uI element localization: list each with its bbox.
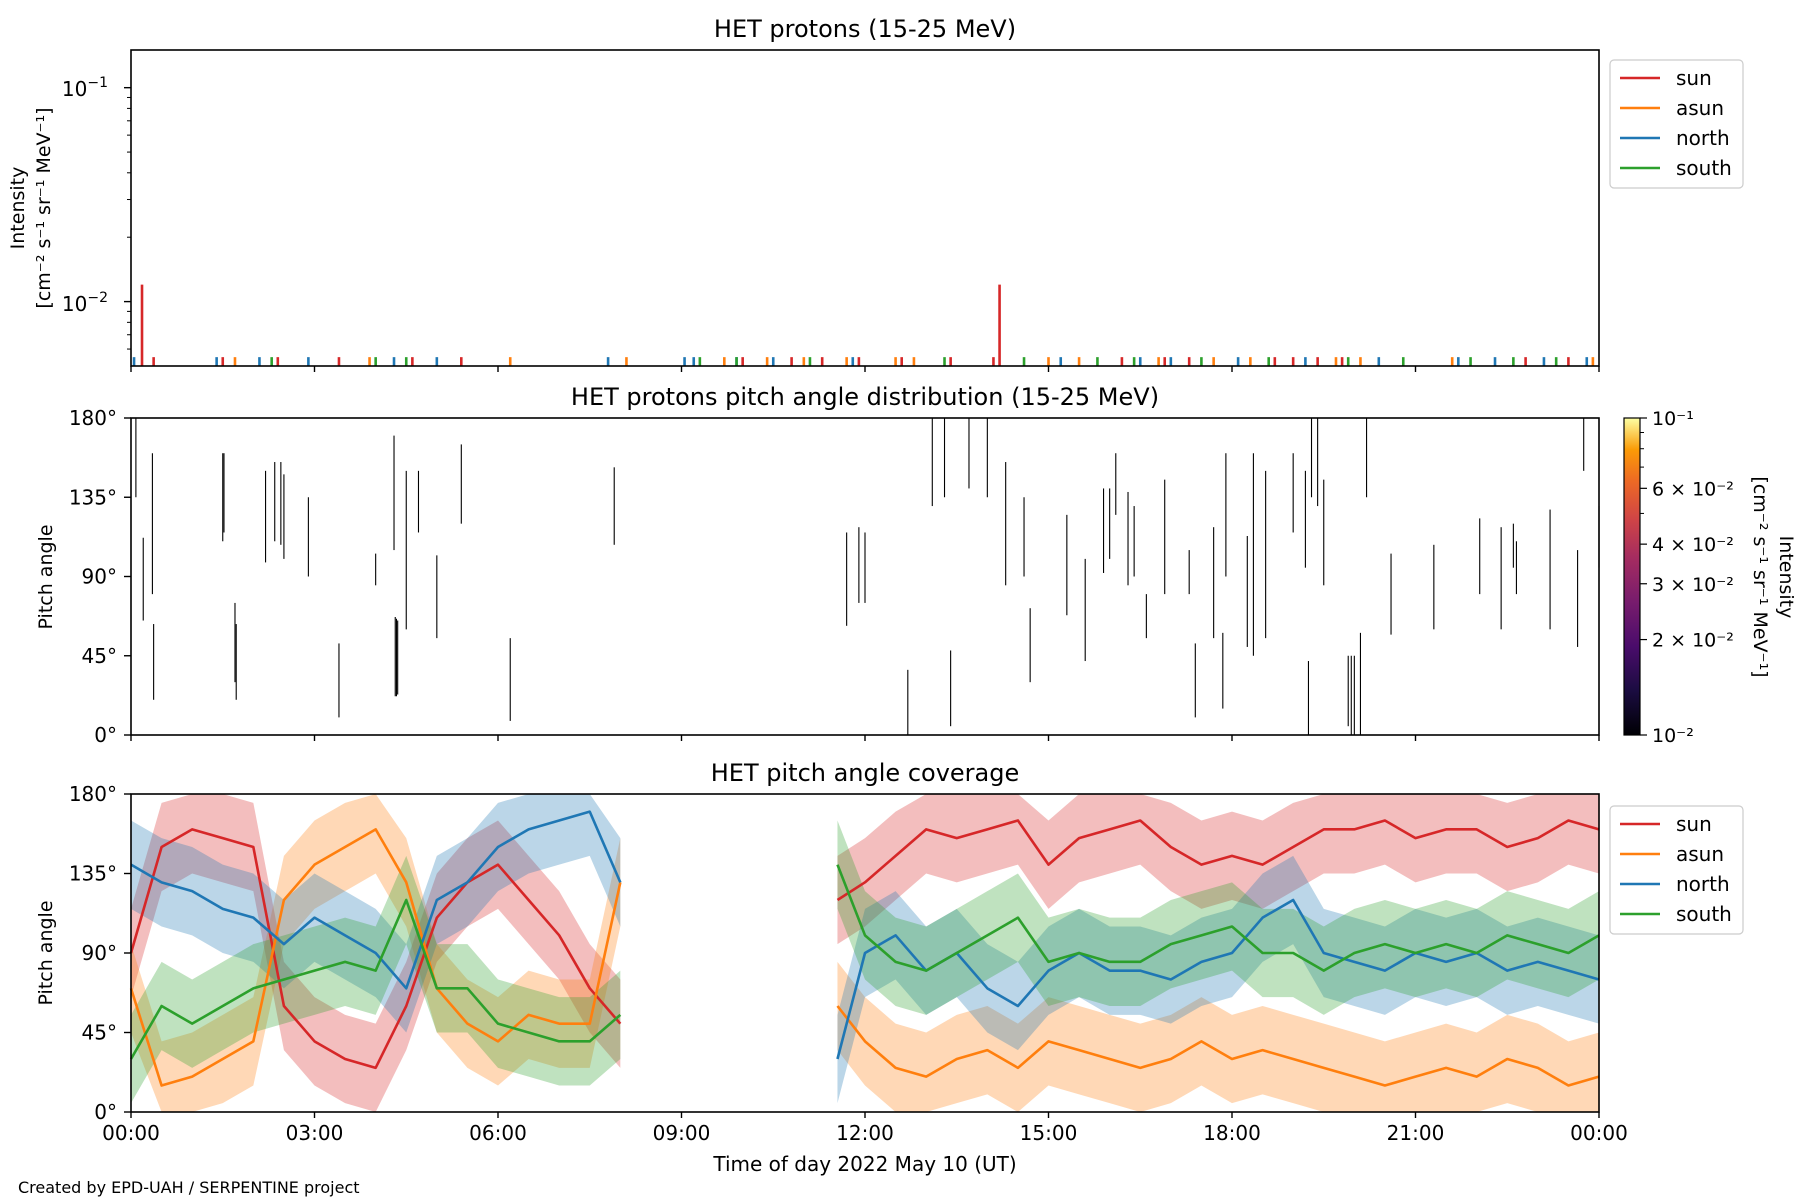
legend-label-sun: sun	[1676, 66, 1712, 90]
panel-coverage-ylabel: Pitch angle	[35, 900, 57, 1005]
panel-intensity-ylabel-units: [cm⁻² s⁻¹ sr⁻¹ MeV⁻¹]	[33, 107, 55, 308]
ytick-label: 135°	[69, 485, 117, 509]
band-asun	[131, 794, 621, 1112]
panel-intensity-legend: sun asun north south	[1609, 59, 1744, 189]
band-north	[837, 855, 1599, 1104]
legend-label-south: south	[1676, 156, 1732, 180]
colorbar-tick-label: 6 × 10⁻²	[1652, 478, 1734, 500]
colorbar-tick-label: 2 × 10⁻²	[1652, 630, 1734, 652]
xtick-label: 21:00	[1387, 1121, 1445, 1145]
panel-pad-plot-area	[135, 418, 1600, 735]
line-sun	[129, 828, 622, 1070]
colorbar-tick-label: 3 × 10⁻²	[1652, 574, 1734, 596]
panel-intensity: HET protons (15-25 MeV) 10−1 10−2 Intens…	[7, 15, 1744, 372]
panel-coverage: HET pitch angle coverage 0° 45° 90° 135° 180…	[35, 759, 1744, 1176]
ytick-label: 135°	[69, 862, 117, 886]
line-north	[836, 898, 1600, 1060]
panel-pad-yaxis: 0° 45° 90° 135° 180°	[69, 406, 131, 747]
panel-intensity-yaxis: 10−1 10−2 Intensity [cm⁻² s⁻¹ sr⁻¹ MeV⁻¹…	[7, 75, 131, 350]
ytick-label: 90°	[82, 565, 117, 589]
panel-intensity-title: HET protons (15-25 MeV)	[714, 15, 1016, 43]
legend-label-asun: asun	[1676, 842, 1724, 866]
ytick-label: 90°	[82, 941, 117, 965]
xaxis-label: Time of day 2022 May 10 (UT)	[712, 1152, 1016, 1176]
legend-items: sun asun north south	[1620, 66, 1732, 180]
colorbar-label: Intensity	[1775, 536, 1797, 619]
ytick-label: 0°	[94, 1100, 117, 1124]
panel-intensity-frame	[130, 49, 1600, 367]
legend-items: sun asun north south	[1620, 812, 1732, 926]
colorbar-units: [cm⁻² s⁻¹ sr⁻¹ MeV⁻¹]	[1749, 476, 1771, 677]
xtick-label: 00:00	[102, 1121, 160, 1145]
panel-pad-ylabel: Pitch angle	[35, 524, 57, 629]
xtick-label: 15:00	[1020, 1121, 1078, 1145]
line-north	[130, 810, 622, 990]
ytick-label-base: 10	[62, 292, 87, 316]
ytick-label: 180°	[69, 406, 117, 430]
panel-coverage-plot-area	[129, 794, 1600, 1112]
xtick-label: 03:00	[286, 1121, 344, 1145]
ytick-label: 10−2	[62, 290, 108, 316]
colorbar-tick-label: 10⁻¹	[1652, 408, 1694, 430]
line-asun	[836, 1005, 1600, 1087]
panel-coverage-xticks: 00:00 03:00 06:00 09:00 12:00 15:00 18:00 21:00…	[102, 1112, 1628, 1145]
line-asun	[129, 828, 622, 1087]
xtick-label: 06:00	[469, 1121, 527, 1145]
legend-label-south: south	[1676, 902, 1732, 926]
line-sun	[836, 819, 1600, 902]
xtick-label: 09:00	[653, 1121, 711, 1145]
panel-coverage-yaxis: 0° 45° 90° 135° 180°	[69, 782, 131, 1124]
legend-frame	[1609, 59, 1744, 189]
ytick-label-base: 10	[62, 77, 87, 101]
ytick-label-exp: −2	[87, 290, 108, 306]
ytick-label: 180°	[69, 782, 117, 806]
legend-label-north: north	[1676, 872, 1730, 896]
ytick-label: 0°	[94, 723, 117, 747]
panel-coverage-legend: sun asun north south	[1609, 805, 1744, 935]
line-south	[129, 898, 622, 1060]
band-south	[837, 820, 1599, 1015]
colorbar-tick-label: 10⁻²	[1652, 725, 1694, 747]
panel-intensity-plot-area	[132, 284, 1595, 366]
panel-intensity-ylabel: Intensity	[7, 167, 29, 250]
legend-frame	[1609, 805, 1744, 935]
colorbar-tick-label: 4 × 10⁻²	[1652, 534, 1734, 556]
band-north	[131, 794, 621, 1033]
ytick-label: 45°	[82, 1021, 117, 1045]
legend-label-asun: asun	[1676, 96, 1724, 120]
band-sun	[131, 794, 621, 1112]
panel-intensity-xticks	[130, 366, 1600, 372]
legend-label-north: north	[1676, 126, 1730, 150]
xtick-label: 12:00	[836, 1121, 894, 1145]
band-asun	[837, 961, 1599, 1112]
panel-coverage-title: HET pitch angle coverage	[711, 759, 1019, 787]
ytick-label: 10−1	[62, 75, 108, 101]
line-south	[836, 864, 1600, 972]
panel-pad-xticks	[130, 735, 1600, 741]
colorbar-gradient	[1623, 417, 1641, 736]
legend-label-sun: sun	[1676, 812, 1712, 836]
colorbar: 10⁻² 2 × 10⁻² 3 × 10⁻² 4 × 10⁻² 6 × 10⁻² 10⁻¹…	[1623, 408, 1797, 747]
xtick-label: 00:00	[1570, 1121, 1628, 1145]
ytick-label-exp: −1	[87, 75, 108, 91]
band-sun	[837, 794, 1599, 945]
panel-pad: HET protons pitch angle distribution (15…	[35, 383, 1797, 747]
xtick-label: 18:00	[1203, 1121, 1261, 1145]
colorbar-ticks: 10⁻² 2 × 10⁻² 3 × 10⁻² 4 × 10⁻² 6 × 10⁻² 10⁻¹	[1640, 408, 1734, 747]
panel-pad-title: HET protons pitch angle distribution (15…	[571, 383, 1159, 411]
footer-credit: Created by EPD-UAH / SERPENTINE project	[18, 1178, 360, 1197]
panel-intensity-yticks	[124, 86, 131, 350]
ytick-label: 45°	[82, 644, 117, 668]
